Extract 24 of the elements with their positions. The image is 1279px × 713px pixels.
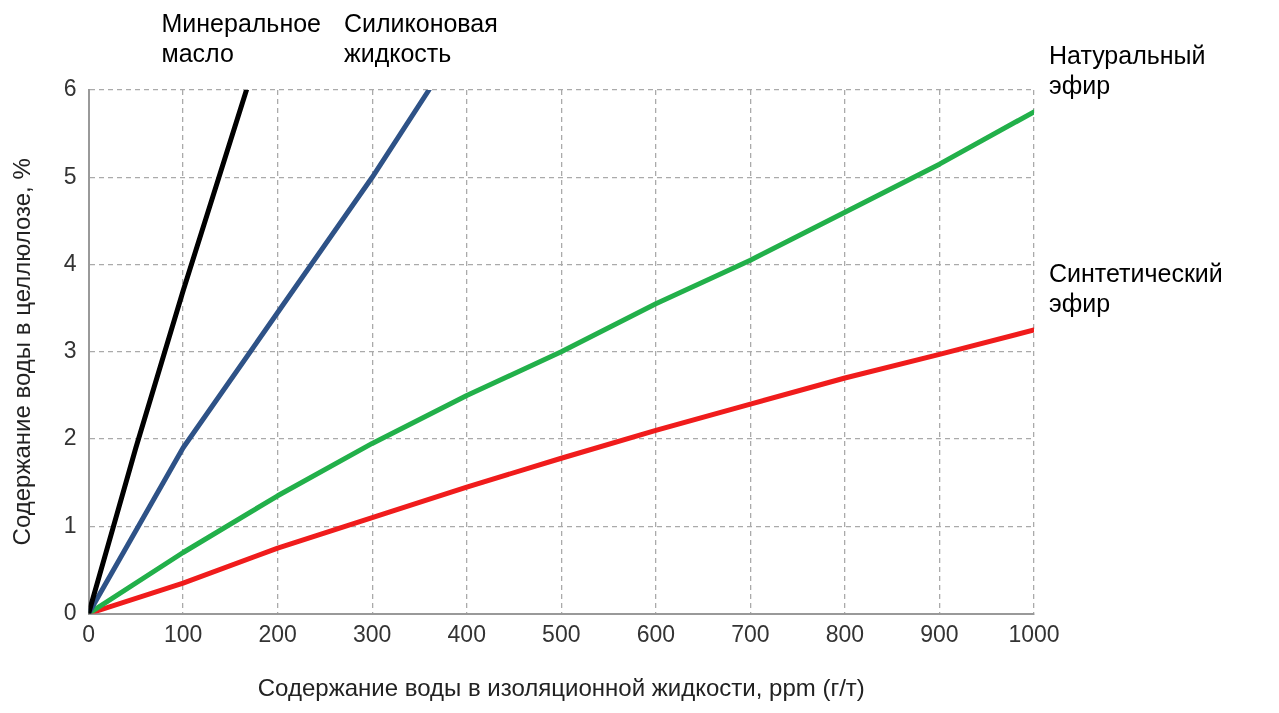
y-tick-label: 2 bbox=[63, 424, 77, 451]
y-axis-title: Содержание воды в целлюлозе, % bbox=[8, 158, 36, 546]
x-tick-label: 0 bbox=[82, 620, 95, 647]
text: Минеральное масло bbox=[161, 9, 322, 67]
x-tick-label: 400 bbox=[447, 620, 486, 647]
y-tick-label: 4 bbox=[63, 249, 77, 276]
x-tick-label: 800 bbox=[825, 620, 865, 647]
y-tick-label: 6 bbox=[63, 75, 77, 102]
x-tick-label: 600 bbox=[636, 620, 676, 647]
text: Силиконовая жидкость bbox=[343, 9, 498, 67]
y-tick-label: 1 bbox=[63, 511, 77, 538]
x-axis-title: Содержание воды в изоляционной жидкости, ppm (г/т) bbox=[257, 674, 865, 702]
y-tick-label: 5 bbox=[63, 162, 77, 189]
x-tick-label: 300 bbox=[353, 620, 392, 647]
x-tick-label: 900 bbox=[920, 620, 959, 647]
y-tick-label: 0 bbox=[63, 598, 77, 625]
x-tick-label: 500 bbox=[542, 620, 581, 647]
x-tick-label: 100 bbox=[163, 620, 203, 647]
x-tick-label: 200 bbox=[258, 620, 297, 647]
y-tick-label: 3 bbox=[63, 337, 77, 364]
series-label: Синтетический эфир bbox=[1049, 258, 1223, 317]
x-tick-label: 1000 bbox=[1008, 620, 1060, 647]
x-tick-label: 700 bbox=[731, 620, 770, 647]
series-label: Натуральный эфир bbox=[1049, 40, 1206, 99]
